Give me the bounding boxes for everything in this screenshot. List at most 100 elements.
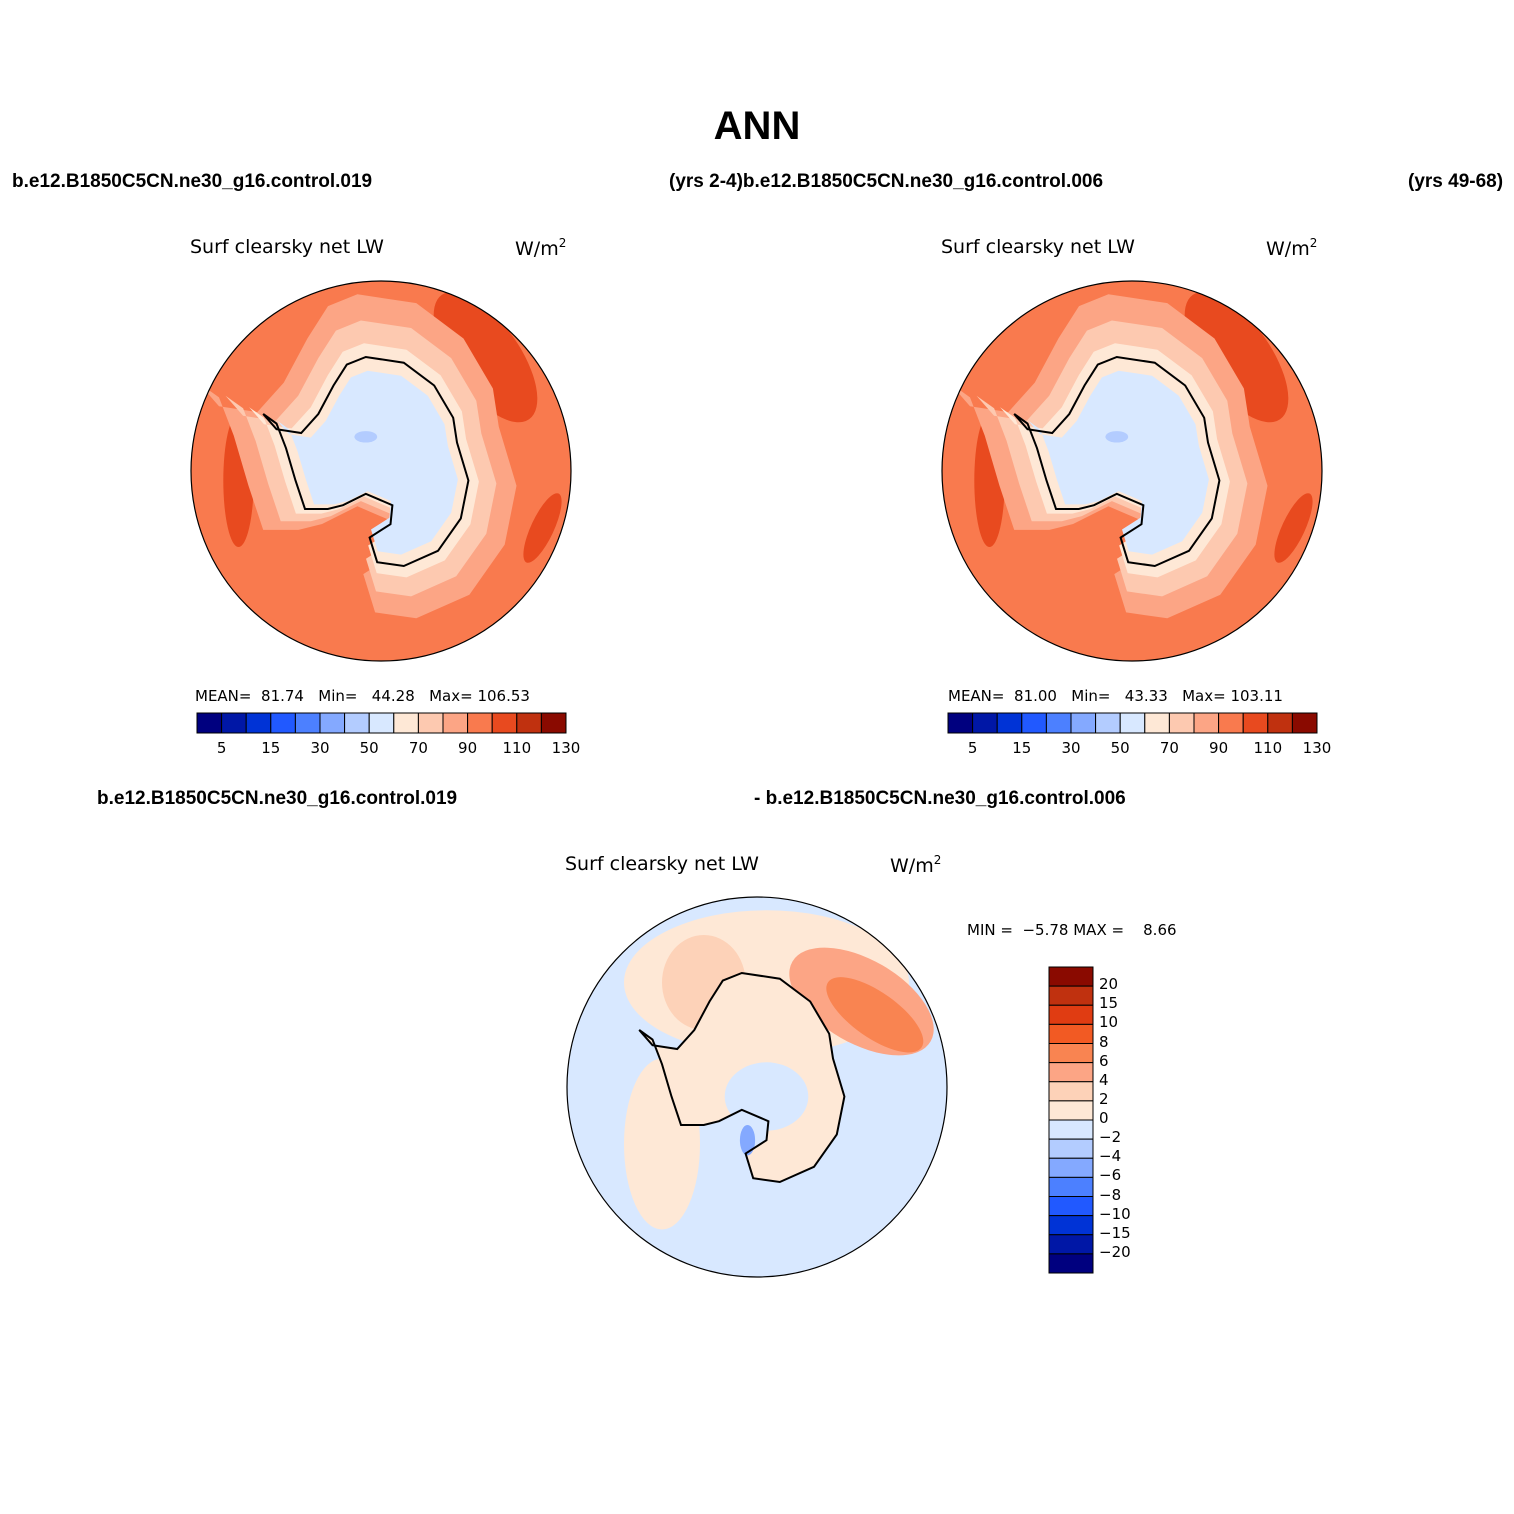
colorbar-2-ticks: 5 15 30 50 70 90 110 130	[948, 739, 1332, 759]
colorbar-box	[1048, 1196, 1094, 1217]
colorbar-tick-label: 10	[1099, 1013, 1119, 1032]
colorbar-box	[442, 712, 469, 734]
colorbar-box	[1048, 1176, 1094, 1198]
map-3-cool-interior	[724, 1062, 809, 1131]
map-3-layers	[566, 896, 948, 1278]
panel1-title: Surf clearsky net LW	[190, 236, 384, 258]
min-value: −5.78	[1022, 921, 1069, 939]
colorbar-box	[1291, 712, 1318, 734]
colorbar-box	[1048, 1100, 1094, 1121]
map-2-coastline	[1013, 355, 1221, 568]
colorbar-tick-label: 0	[1099, 1109, 1109, 1127]
colorbar-tick-label: 130	[1302, 739, 1332, 757]
colorbar-box	[1048, 1062, 1094, 1083]
map-2-layers	[941, 280, 1323, 662]
min-value: 44.28	[371, 687, 415, 705]
colorbar-box	[245, 712, 272, 734]
colorbar-tick-label: −8	[1099, 1185, 1122, 1204]
colorbar-box	[1193, 712, 1220, 734]
colorbar-tick-label: 15	[1012, 739, 1032, 757]
colorbar-tick-label: 5	[216, 739, 227, 757]
colorbar-box	[1048, 1138, 1094, 1159]
colorbar-tick-label: 90	[458, 739, 478, 757]
panel2-units: W/m2	[1266, 236, 1318, 260]
colorbar-box	[221, 712, 247, 734]
colorbar-tick-label: −10	[1099, 1204, 1131, 1223]
map-1-high-band	[433, 291, 538, 423]
map-2-high-band-east	[1274, 493, 1313, 563]
colorbar-tick-label: 130	[551, 739, 581, 757]
panel1-stats: MEAN= 81.74 Min= 44.28 Max= 106.53	[195, 687, 530, 705]
colorbar-tick-label: 5	[967, 739, 978, 757]
colorbar-box	[516, 712, 542, 734]
min-value: 43.33	[1124, 687, 1168, 705]
colorbar-tick-label: 2	[1099, 1089, 1109, 1108]
colorbar-box	[1168, 712, 1195, 734]
max-value: 8.66	[1143, 921, 1177, 939]
max-value: 106.53	[477, 687, 530, 705]
colorbar-box	[1242, 712, 1269, 734]
colorbar-3-ticks: 20 15 10 8 6 4 2 0 −2 −4 −6 −8 −10 −15 −20	[1099, 967, 1139, 1273]
colorbar-box	[270, 712, 296, 734]
colorbar-box	[1048, 1119, 1094, 1140]
panel3-units: W/m2	[890, 853, 942, 877]
mean-label: MEAN=	[195, 687, 252, 705]
map-3-cool-spot	[739, 1125, 756, 1156]
colorbar-tick-label: 70	[1159, 739, 1179, 757]
colorbar-tick-label: 6	[1099, 1051, 1109, 1070]
colorbar-tick-label: 110	[1253, 739, 1283, 757]
max-label: Max=	[429, 687, 473, 705]
colorbar-box	[1048, 1253, 1094, 1274]
colorbar-tick-label: −6	[1099, 1166, 1122, 1185]
panel2-title: Surf clearsky net LW	[941, 236, 1135, 258]
colorbar-tick-label: 15	[1099, 994, 1119, 1013]
map-1-layers	[190, 280, 572, 662]
colorbar-box	[294, 712, 321, 734]
max-value: 103.11	[1230, 687, 1283, 705]
colorbar-tick-label: −2	[1099, 1128, 1122, 1147]
colorbar-box	[393, 712, 419, 734]
colorbar-box	[1218, 712, 1244, 734]
max-label: MAX =	[1073, 921, 1125, 939]
diff-case-right: - b.e12.B1850C5CN.ne30_g16.control.006	[754, 788, 1126, 809]
map-2-low-patch	[1105, 431, 1129, 443]
colorbar-tick-label: 20	[1099, 975, 1119, 994]
colorbar-tick-label: 8	[1099, 1032, 1109, 1051]
colorbar-box	[1021, 712, 1047, 734]
colorbar-box	[540, 712, 567, 734]
colorbar-1-ticks: 5 15 30 50 70 90 110 130	[197, 739, 581, 759]
map-1-coastline	[262, 355, 470, 568]
colorbar-tick-label: 30	[1061, 739, 1081, 757]
colorbar-box	[1048, 1234, 1094, 1255]
colorbar-box	[1048, 1081, 1094, 1102]
colorbar-box	[1048, 1043, 1094, 1064]
colorbar-box	[947, 712, 974, 734]
map-2-high-band	[1184, 291, 1289, 423]
panel1-units: W/m2	[515, 236, 567, 260]
colorbar-tick-label: −15	[1099, 1223, 1131, 1242]
colorbar-3	[1048, 966, 1094, 1274]
colorbar-box	[491, 712, 518, 734]
panel3-title: Surf clearsky net LW	[565, 853, 759, 875]
colorbar-tick-label: 90	[1209, 739, 1229, 757]
mean-value: 81.74	[261, 687, 304, 705]
map-3-warm-core	[826, 977, 924, 1053]
colorbar-box	[1045, 712, 1072, 734]
mean-label: MEAN=	[948, 687, 1005, 705]
map-1-interior-60	[277, 370, 458, 555]
colorbar-box	[1095, 712, 1121, 734]
colorbar-box	[1070, 712, 1097, 734]
colorbar-box	[368, 712, 395, 734]
colorbar-box	[319, 712, 346, 734]
map-1-high-band-east	[523, 493, 562, 563]
panel3-stats: MIN = −5.78 MAX = 8.66	[967, 921, 1177, 939]
map-3-border	[566, 896, 948, 1278]
case-name-center: (yrs 2-4)b.e12.B1850C5CN.ne30_g16.contro…	[669, 171, 1104, 192]
colorbar-tick-label: 70	[408, 739, 428, 757]
colorbar-tick-label: 30	[310, 739, 330, 757]
colorbar-box	[196, 712, 223, 734]
case-name-left: b.e12.B1850C5CN.ne30_g16.control.019	[12, 171, 373, 192]
colorbar-tick-label: 4	[1099, 1070, 1109, 1089]
map-2-border	[941, 280, 1323, 662]
